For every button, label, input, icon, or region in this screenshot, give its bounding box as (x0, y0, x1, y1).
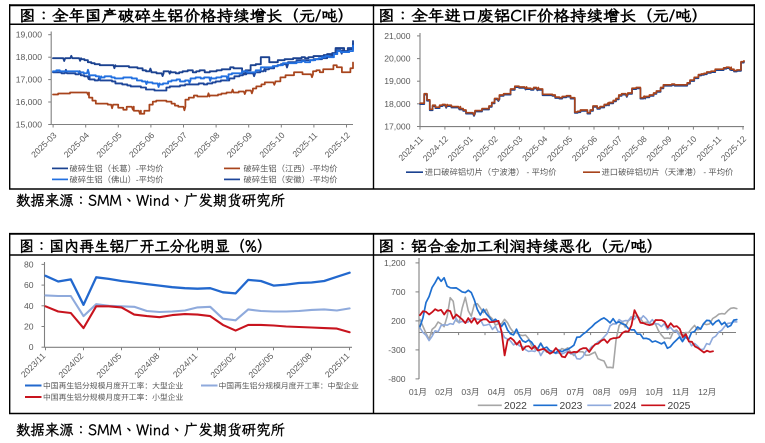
svg-text:2025/11: 2025/11 (323, 351, 352, 380)
svg-text:2025-02: 2025-02 (470, 134, 500, 164)
svg-text:2025/05: 2025/05 (246, 351, 275, 380)
svg-text:18,000: 18,000 (16, 52, 43, 62)
svg-text:2025-06: 2025-06 (570, 134, 600, 164)
svg-text:2024/05: 2024/05 (94, 351, 123, 380)
svg-text:数据来源：SMM、Wind、广发期货研究所: 数据来源：SMM、Wind、广发期货研究所 (16, 421, 285, 440)
svg-text:2022: 2022 (504, 401, 527, 412)
svg-text:2025-09: 2025-09 (644, 134, 674, 164)
svg-text:0: 0 (29, 342, 34, 352)
svg-text:80: 80 (24, 259, 34, 269)
svg-text:2024-12: 2024-12 (421, 134, 451, 164)
svg-text:破碎生铝（安徽）-平均价: 破碎生铝（安徽）-平均价 (244, 174, 339, 184)
svg-text:2025-12: 2025-12 (323, 130, 353, 160)
svg-text:17,000: 17,000 (384, 122, 411, 132)
svg-text:2025-07: 2025-07 (160, 130, 190, 160)
svg-text:2025-09: 2025-09 (225, 130, 255, 160)
svg-text:20: 20 (24, 322, 34, 332)
svg-text:15,000: 15,000 (16, 120, 43, 130)
svg-text:2025-06: 2025-06 (127, 130, 157, 160)
svg-text:-300: -300 (388, 345, 405, 355)
svg-text:2024/11: 2024/11 (171, 351, 200, 380)
svg-text:中国再生铝分规模月度开工率：小型企业: 中国再生铝分规模月度开工率：小型企业 (43, 393, 184, 402)
svg-text:12月: 12月 (698, 387, 716, 397)
svg-text:11月: 11月 (672, 387, 690, 397)
svg-text:2025-05: 2025-05 (94, 130, 124, 160)
svg-text:-800: -800 (388, 374, 405, 384)
svg-text:09月: 09月 (619, 387, 637, 397)
svg-text:17,000: 17,000 (16, 75, 43, 85)
svg-text:2025-11: 2025-11 (290, 130, 319, 159)
svg-text:08月: 08月 (593, 387, 611, 397)
svg-text:700: 700 (391, 287, 406, 297)
svg-text:2025-07: 2025-07 (595, 134, 625, 164)
svg-text:2025-10: 2025-10 (669, 134, 699, 164)
svg-text:2025-04: 2025-04 (62, 130, 92, 160)
svg-text:2025-12: 2025-12 (719, 134, 749, 164)
svg-text:02月: 02月 (435, 387, 453, 397)
svg-text:40: 40 (24, 301, 34, 311)
svg-text:2024/08: 2024/08 (132, 351, 161, 380)
svg-text:07月: 07月 (567, 387, 585, 397)
svg-text:破碎生铝（佛山）-平均价: 破碎生铝（佛山）-平均价 (70, 174, 165, 184)
svg-text:19,000: 19,000 (16, 30, 43, 40)
svg-text:2025-11: 2025-11 (694, 134, 723, 163)
svg-text:中国再生铝分规模月度开工率：中型企业: 中国再生铝分规模月度开工率：中型企业 (219, 381, 360, 390)
svg-text:2025/02: 2025/02 (208, 351, 237, 380)
svg-text:2025-01: 2025-01 (446, 134, 476, 164)
svg-text:中国再生铝分规模月度开工率：大型企业: 中国再生铝分规模月度开工率：大型企业 (43, 381, 184, 390)
svg-text:05月: 05月 (514, 387, 532, 397)
svg-text:2025: 2025 (668, 401, 691, 412)
svg-text:图：全年国产破碎生铝价格持续增长（元/吨）: 图：全年国产破碎生铝价格持续增长（元/吨） (19, 6, 354, 26)
svg-text:2025-05: 2025-05 (545, 134, 575, 164)
svg-text:20,000: 20,000 (384, 54, 411, 64)
svg-text:图：铝合金加工利润持续恶化（元/吨）: 图：铝合金加工利润持续恶化（元/吨） (378, 236, 663, 256)
svg-text:图：全年进口废铝CIF价格持续增长（元/吨）: 图：全年进口废铝CIF价格持续增长（元/吨） (378, 6, 708, 26)
svg-text:2024-11: 2024-11 (396, 134, 425, 163)
svg-text:200: 200 (391, 316, 406, 326)
svg-text:破碎生铝（长葛）-平均价: 破碎生铝（长葛）-平均价 (70, 163, 165, 173)
svg-text:2025-08: 2025-08 (192, 130, 222, 160)
svg-text:01月: 01月 (409, 387, 427, 397)
svg-text:19,000: 19,000 (384, 76, 411, 86)
svg-text:2024: 2024 (614, 401, 637, 412)
svg-text:2025-04: 2025-04 (520, 134, 550, 164)
svg-text:06月: 06月 (540, 387, 558, 397)
svg-text:60: 60 (24, 280, 34, 290)
svg-text:10月: 10月 (646, 387, 664, 397)
svg-text:2024/02: 2024/02 (56, 351, 85, 380)
svg-text:16,000: 16,000 (16, 97, 43, 107)
svg-text:18,000: 18,000 (384, 99, 411, 109)
svg-text:2025-10: 2025-10 (257, 130, 287, 160)
svg-text:2023: 2023 (560, 401, 583, 412)
svg-text:破碎生铝（江西）-平均价: 破碎生铝（江西）-平均价 (244, 163, 339, 173)
svg-text:2025-03: 2025-03 (495, 134, 525, 164)
svg-text:21,000: 21,000 (384, 31, 411, 41)
svg-text:2025-08: 2025-08 (619, 134, 649, 164)
svg-text:进口破碎铝切片（宁波港） - 平均价: 进口破碎铝切片（宁波港） - 平均价 (425, 167, 558, 177)
svg-text:进口破碎铝切片（天津港） - 平均价: 进口破碎铝切片（天津港） - 平均价 (602, 167, 735, 177)
svg-text:图：国内再生铝厂开工分化明显（%）: 图：国内再生铝厂开工分化明显（%） (19, 236, 272, 256)
svg-text:2023/11: 2023/11 (19, 351, 48, 380)
svg-text:1,200: 1,200 (384, 258, 406, 268)
svg-text:2025/08: 2025/08 (284, 351, 313, 380)
svg-text:数据来源：SMM、Wind、广发期货研究所: 数据来源：SMM、Wind、广发期货研究所 (16, 191, 285, 210)
svg-text:04月: 04月 (488, 387, 506, 397)
svg-text:2025-03: 2025-03 (29, 130, 59, 160)
svg-text:03月: 03月 (461, 387, 479, 397)
